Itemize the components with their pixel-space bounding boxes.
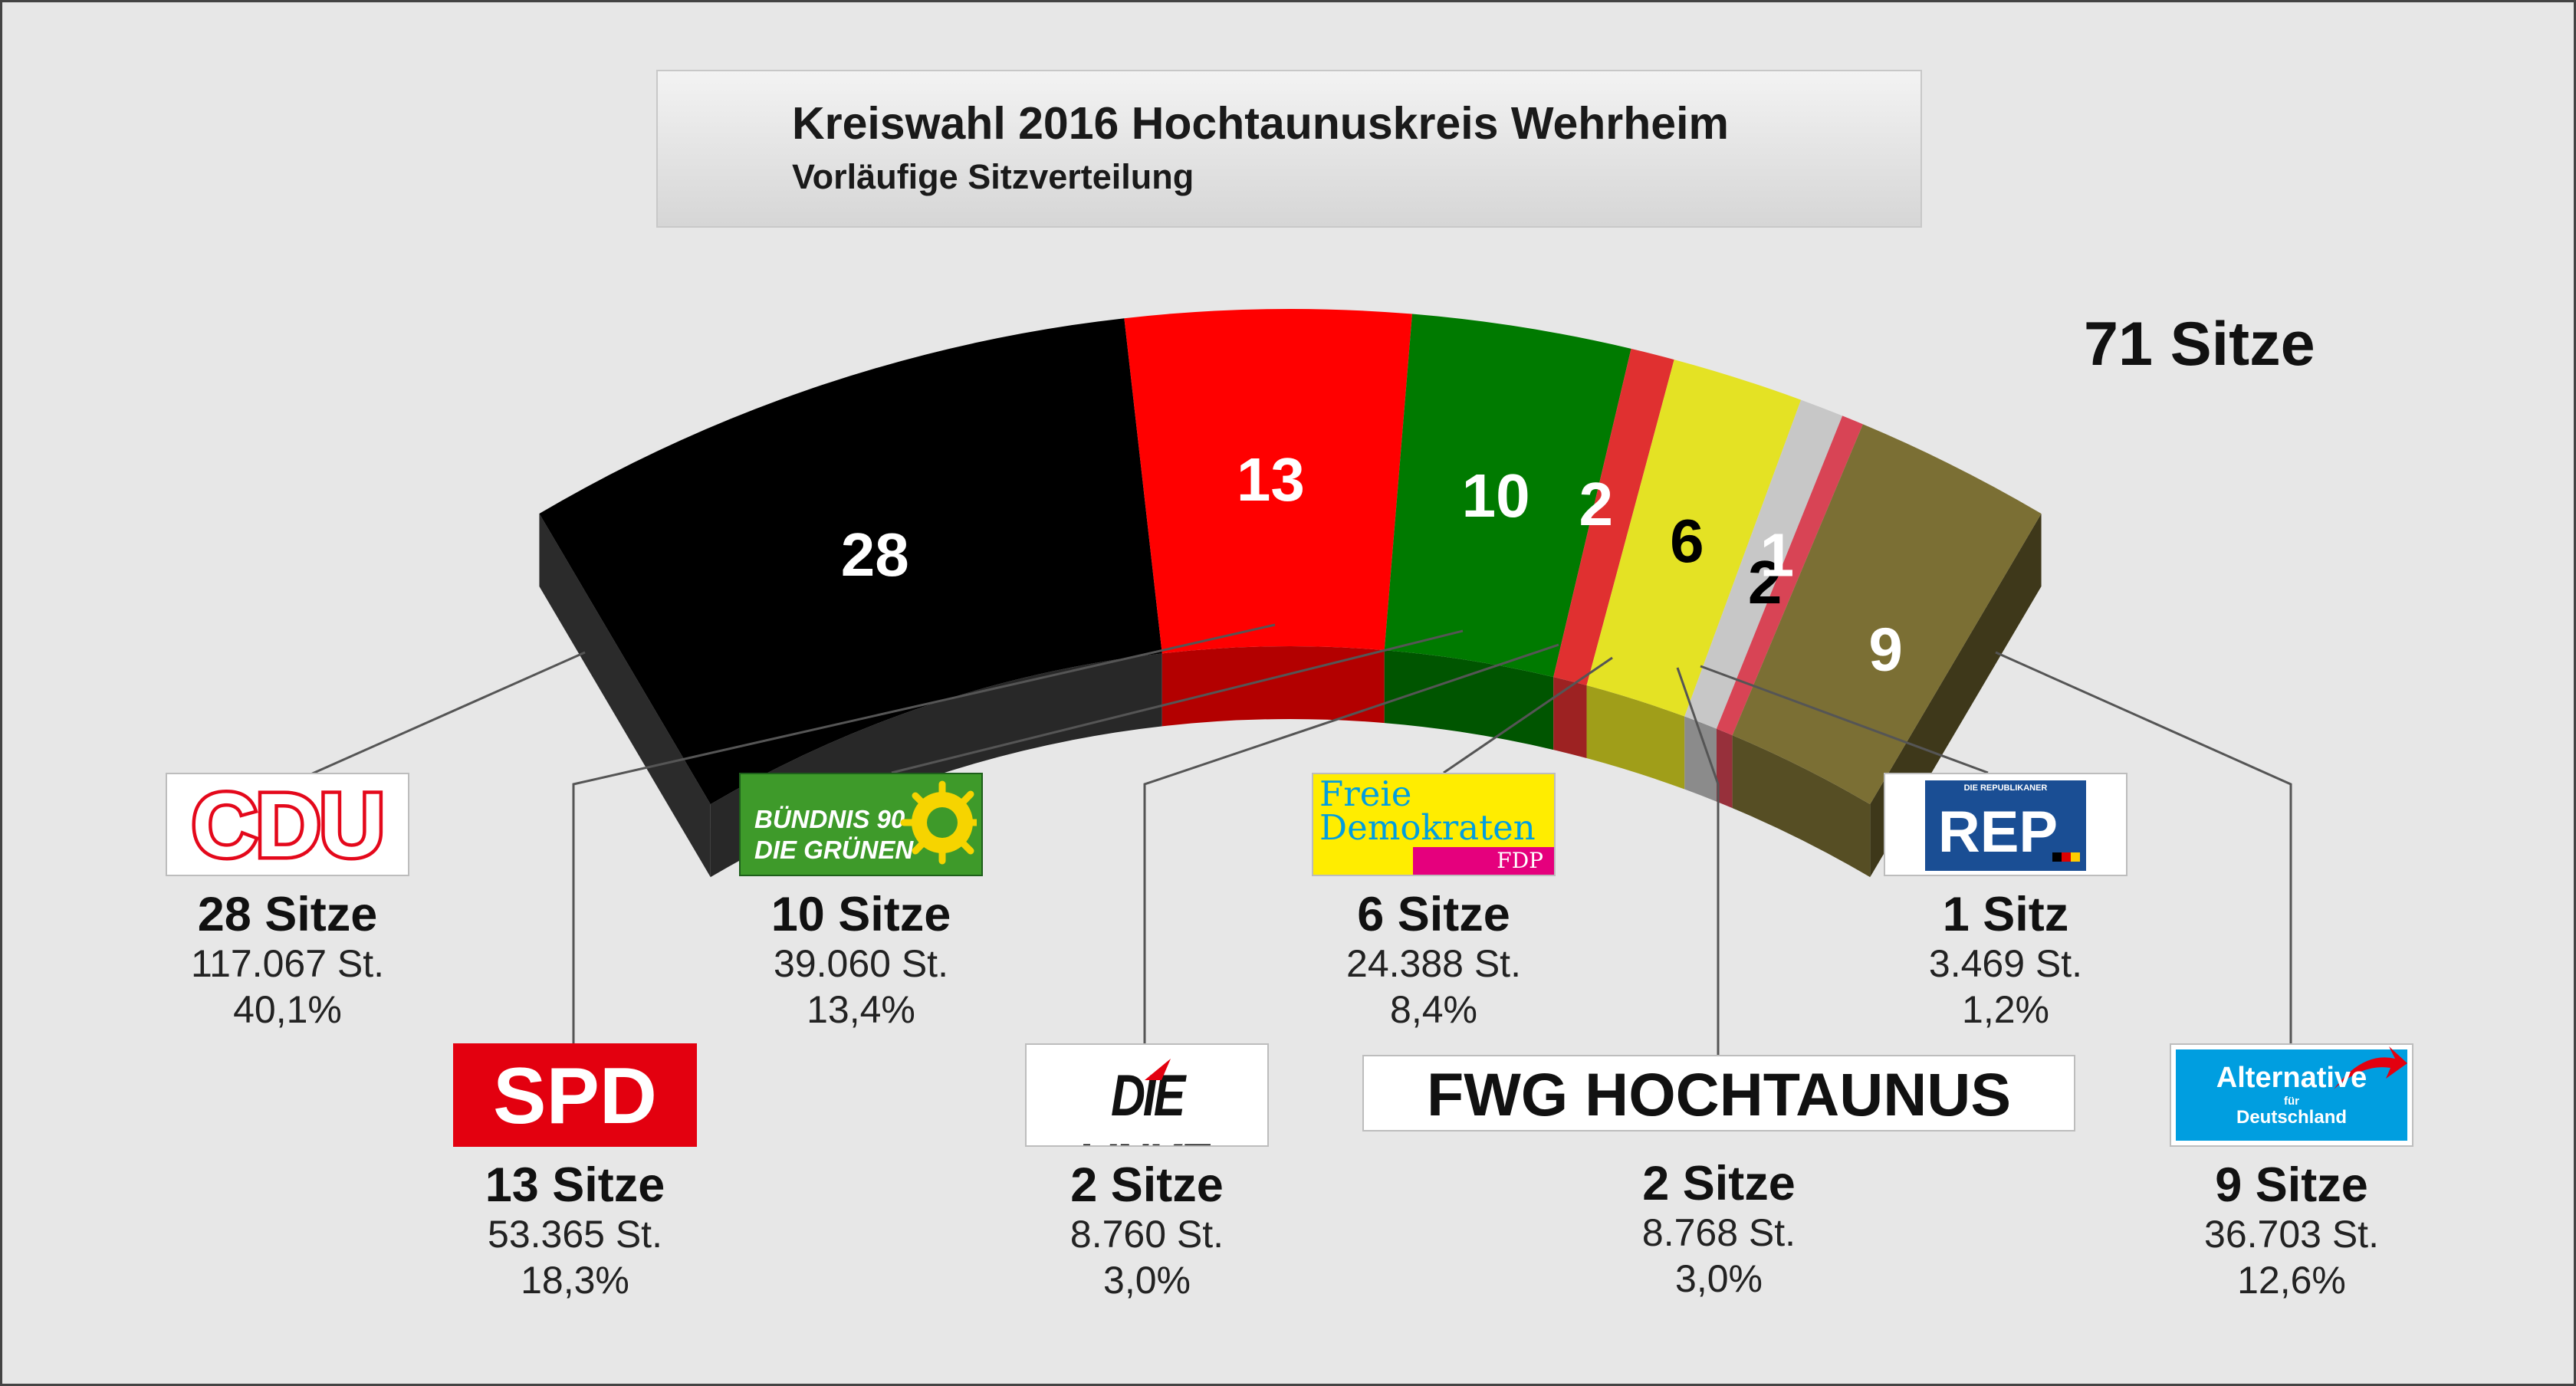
gruene-logo-line1: BÜNDNIS 90 (754, 805, 905, 833)
afd-logo: Alternative für Deutschland (2170, 1043, 2413, 1147)
gruene-votes: 39.060 St. (774, 942, 948, 985)
party-block-spd: SPD 13 Sitze 53.365 St. 18,3% (399, 1043, 751, 1303)
cdu-logo: CDU CDU (166, 773, 409, 876)
party-block-afd: Alternative für Deutschland 9 Sitze 36.7… (2115, 1043, 2468, 1303)
cdu-logo-text: CDU (192, 775, 385, 876)
total-seats-label: 71 Sitze (2084, 310, 2315, 379)
party-block-fwg: FWG HOCHTAUNUS 2 Sitze 8.768 St. 3,0% (1362, 1055, 2075, 1302)
arc-segment-dielinke (1553, 348, 1674, 686)
leader-line-dielinke (1143, 643, 1559, 1045)
leader-line-rep (1700, 665, 1989, 774)
seat-label-dielinke: 2 (1579, 470, 1614, 538)
arc-segment-fdp (1586, 360, 1802, 717)
leader-line-fwg (1676, 667, 1720, 1056)
fwg-percent: 3,0% (1675, 1257, 1763, 1300)
chart-title: Kreiswahl 2016 Hochtaunuskreis Wehrheim (792, 98, 1729, 149)
linke-logo: DIE LINKE. (1025, 1043, 1269, 1147)
gruene-logo: BÜNDNIS 90 DIE GRÜNEN (739, 773, 983, 876)
gruene-seats: 10 Sitze (770, 888, 951, 941)
arc-segment-fwg (1684, 399, 1843, 729)
title-box: Kreiswahl 2016 Hochtaunuskreis Wehrheim … (656, 70, 1922, 228)
afd-percent: 12,6% (2237, 1259, 2346, 1302)
leader-line-fdp (1443, 656, 1613, 774)
arc-front-afd (1732, 735, 1871, 878)
arc-segment-grne (1384, 314, 1631, 678)
linke-seats: 2 Sitze (1070, 1158, 1224, 1212)
arc-front-grne (1384, 650, 1554, 750)
rep-logo: DIE REPUBLIKANER REP (1884, 773, 2128, 876)
fdp-votes: 24.388 St. (1346, 942, 1521, 985)
arc-front-dielinke (1553, 677, 1587, 759)
afd-votes: 36.703 St. (2204, 1213, 2379, 1256)
fdp-logo-line2: Demokraten (1319, 807, 1536, 848)
chart-subtitle: Vorläufige Sitzverteilung (792, 157, 1194, 196)
fwg-logo-text: FWG HOCHTAUNUS (1426, 1060, 2012, 1128)
leader-line-grne (891, 629, 1464, 774)
fdp-logo-tag: FDP (1413, 847, 1554, 875)
arc-front-cdu (710, 653, 1162, 878)
arc-front-spd (1162, 646, 1385, 727)
seat-label-cdu: 28 (841, 521, 909, 589)
afd-seats: 9 Sitze (2215, 1158, 2368, 1212)
party-block-rep: DIE REPUBLIKANER REP 1 Sitz 3.469 St. 1,… (1829, 773, 2182, 1033)
linke-percent: 3,0% (1103, 1259, 1191, 1302)
fwg-votes: 8.768 St. (1641, 1211, 1796, 1254)
fwg-seats: 2 Sitze (1642, 1157, 1796, 1210)
seat-label-fwg: 2 (1748, 548, 1783, 616)
linke-votes: 8.760 St. (1070, 1213, 1224, 1256)
leader-line-cdu (308, 651, 586, 777)
arc-segment-afd (1732, 424, 2042, 805)
seat-label-grne: 10 (1462, 461, 1530, 530)
party-block-gruene: BÜNDNIS 90 DIE GRÜNEN 10 Sitze 39.060 St… (685, 773, 1037, 1033)
arc-front-rep (1716, 728, 1733, 809)
arc-front-fwg (1684, 716, 1717, 802)
arc-left-side (539, 514, 711, 878)
rep-percent: 1,2% (1962, 988, 2049, 1031)
rep-logo-text: REP (1937, 800, 2058, 865)
arc-front-fdp (1586, 685, 1685, 790)
fdp-logo-line1: Freie (1319, 773, 1412, 814)
arc-segment-spd (1124, 308, 1412, 654)
rep-votes: 3.469 St. (1928, 942, 2083, 985)
seat-label-spd: 13 (1237, 445, 1305, 514)
rep-logo-top: DIE REPUBLIKANER (1963, 783, 2048, 793)
afd-logo-line2: für (2284, 1095, 2299, 1108)
linke-arrow-icon (1145, 1059, 1171, 1080)
arc-segment-rep (1716, 415, 1863, 736)
gruene-percent: 13,4% (807, 988, 915, 1031)
fdp-percent: 8,4% (1390, 988, 1477, 1031)
party-block-fdp: Freie Demokraten FDP 6 Sitze 24.388 St. … (1257, 773, 1610, 1033)
sunflower-icon (900, 780, 977, 865)
party-block-cdu: CDU CDU 28 Sitze 117.067 St. 40,1% (111, 773, 464, 1033)
fdp-seats: 6 Sitze (1357, 888, 1510, 941)
fdp-logo: Freie Demokraten FDP (1312, 773, 1556, 876)
spd-logo: SPD (453, 1043, 697, 1147)
arc-segment-cdu (539, 318, 1162, 805)
afd-logo-line3: Deutschland (2236, 1107, 2348, 1128)
spd-logo-text: SPD (493, 1052, 657, 1141)
spd-votes: 53.365 St. (488, 1213, 662, 1256)
gruene-logo-line2: DIE GRÜNEN (754, 836, 914, 864)
afd-logo-line1: Alternative (2216, 1062, 2367, 1094)
seat-label-rep: 1 (1760, 521, 1795, 589)
fwg-logo: FWG HOCHTAUNUS (1362, 1055, 2075, 1131)
cdu-percent: 40,1% (233, 988, 342, 1031)
linke-logo-text: DIE LINKE. (1076, 1063, 1221, 1145)
seat-label-afd: 9 (1868, 615, 1903, 683)
spd-percent: 18,3% (521, 1259, 629, 1302)
rep-seats: 1 Sitz (1942, 888, 2069, 941)
spd-seats: 13 Sitze (485, 1158, 665, 1212)
flag-icon (2052, 852, 2080, 862)
cdu-seats: 28 Sitze (197, 888, 378, 941)
afd-arrow-icon (2334, 1046, 2407, 1089)
seat-label-fdp: 6 (1670, 507, 1704, 575)
cdu-votes: 117.067 St. (190, 942, 385, 985)
leader-line-spd (572, 623, 1276, 1045)
party-block-linke: DIE LINKE. 2 Sitze 8.760 St. 3,0% (971, 1043, 1323, 1303)
leader-line-afd (1995, 651, 2292, 1045)
